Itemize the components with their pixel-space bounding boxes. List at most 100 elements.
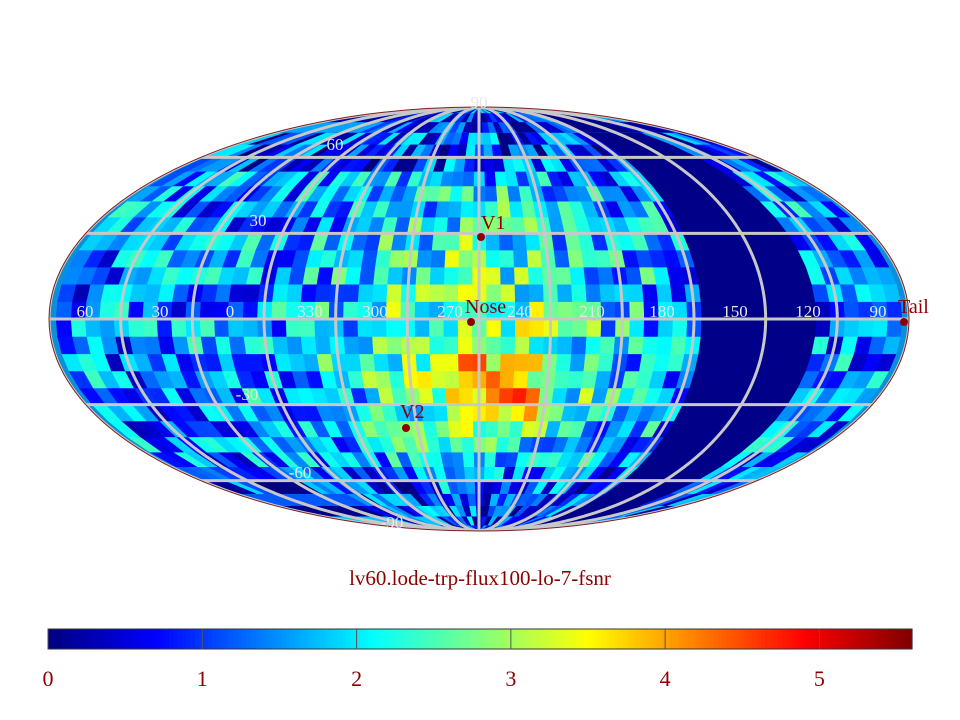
- flux-cell: [459, 404, 474, 422]
- colorbar-segment: [544, 629, 550, 649]
- flux-cell: [499, 353, 515, 372]
- colorbar-segment: [73, 629, 79, 649]
- marker-dot: [467, 318, 475, 326]
- flux-cell: [711, 336, 730, 355]
- colorbar-segment: [475, 629, 481, 649]
- flux-cell: [700, 301, 716, 320]
- flux-cell: [499, 249, 515, 268]
- colorbar-segment: [877, 629, 883, 649]
- colorbar-segment: [173, 629, 179, 649]
- flux-cell: [484, 420, 499, 438]
- colorbar-segment: [441, 629, 447, 649]
- longitude-label: 330: [297, 302, 323, 321]
- flux-cell: [460, 436, 474, 453]
- marker-dot: [402, 424, 410, 432]
- flux-cell: [514, 336, 530, 355]
- colorbar-segment: [181, 629, 187, 649]
- colorbar-segment: [855, 629, 861, 649]
- flux-cell: [458, 387, 473, 405]
- colorbar-segment: [311, 629, 317, 649]
- longitude-label: 30: [152, 302, 169, 321]
- flux-cell: [482, 480, 494, 494]
- map-title: lv60.lode-trp-flux100-lo-7-fsnr: [349, 566, 611, 590]
- flux-cell: [416, 249, 432, 268]
- flux-cell: [463, 466, 475, 481]
- colorbar-segment: [99, 629, 105, 649]
- colorbar-segment: [739, 629, 745, 649]
- colorbar-segment: [432, 629, 438, 649]
- flux-cell: [669, 336, 687, 355]
- colorbar: [47, 628, 913, 650]
- colorbar-segment: [510, 629, 516, 649]
- flux-cell: [416, 370, 432, 389]
- colorbar-segment: [138, 629, 144, 649]
- colorbar-segment: [665, 629, 671, 649]
- colorbar-segment: [501, 629, 507, 649]
- colorbar-segment: [687, 629, 693, 649]
- flux-cell: [242, 336, 261, 355]
- flux-cell: [156, 318, 173, 337]
- flux-cell: [431, 233, 447, 251]
- flux-cell: [285, 336, 303, 355]
- colorbar-segment: [657, 629, 663, 649]
- colorbar-tick-label: 3: [505, 666, 517, 691]
- flux-cell: [344, 353, 362, 372]
- flux-cell: [98, 318, 116, 337]
- colorbar-segment: [168, 629, 174, 649]
- flux-cell: [371, 336, 388, 355]
- colorbar-segment: [635, 629, 641, 649]
- longitude-label: 210: [579, 302, 605, 321]
- flux-cell: [584, 336, 601, 355]
- longitude-line: [405, 107, 480, 531]
- flux-cell: [271, 336, 289, 355]
- flux-cell: [485, 336, 501, 355]
- colorbar-segment: [289, 629, 295, 649]
- flux-cell: [498, 387, 514, 405]
- colorbar-segment: [454, 629, 459, 649]
- colorbar-segment: [315, 629, 321, 649]
- colorbar-segment: [847, 629, 853, 649]
- colorbar-segment: [795, 629, 801, 649]
- flux-cell: [553, 249, 570, 268]
- flux-cell: [553, 370, 570, 389]
- colorbar-segment: [134, 629, 140, 649]
- colorbar-segment: [549, 629, 555, 649]
- map-outline: [48, 106, 910, 532]
- flux-cell: [566, 370, 584, 389]
- colorbar-segment: [782, 629, 788, 649]
- colorbar-segment: [622, 629, 628, 649]
- colorbar-segment: [65, 629, 71, 649]
- longitude-label: 120: [795, 302, 821, 321]
- flux-cell: [443, 353, 459, 372]
- marker-label: Tail: [898, 296, 929, 318]
- flux-cell: [584, 283, 601, 302]
- flux-cell: [697, 336, 716, 355]
- colorbar-segment: [670, 629, 675, 649]
- latitude-label: 30: [250, 211, 267, 230]
- flux-cell: [314, 283, 331, 302]
- colorbar-segment: [626, 629, 632, 649]
- colorbar-tick-label: 2: [351, 666, 363, 691]
- marker-label: V2: [400, 401, 424, 423]
- flux-cell: [498, 233, 514, 251]
- flux-cell: [227, 318, 244, 337]
- flux-cell: [414, 301, 430, 320]
- flux-cell: [414, 283, 430, 302]
- colorbar-segment: [462, 629, 468, 649]
- flux-cell: [285, 283, 303, 302]
- flux-cell: [800, 318, 817, 337]
- colorbar-segment: [212, 629, 218, 649]
- flux-cell: [570, 283, 587, 302]
- flux-cell: [671, 318, 688, 337]
- flux-cell: [571, 318, 587, 337]
- colorbar-segment: [229, 629, 235, 649]
- colorbar-segment: [890, 629, 896, 649]
- flux-cell: [600, 318, 616, 337]
- colorbar-segment: [708, 629, 714, 649]
- flux-cell: [127, 318, 144, 337]
- colorbar-segment: [423, 629, 429, 649]
- colorbar-segment: [760, 629, 766, 649]
- flux-cell: [444, 387, 460, 405]
- longitude-label: 60: [77, 302, 94, 321]
- flux-cell: [494, 170, 508, 187]
